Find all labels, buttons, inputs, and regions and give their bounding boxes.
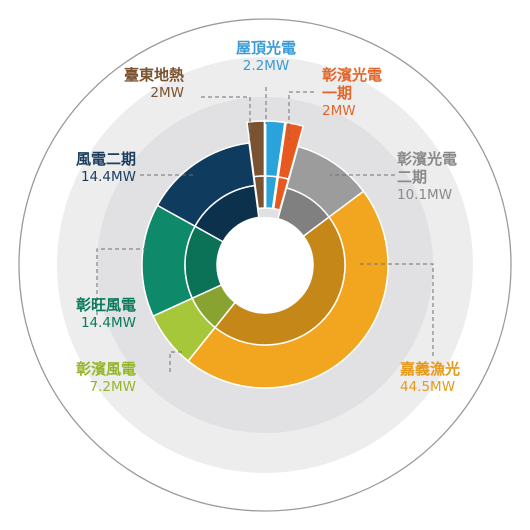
label-taitung-name: 臺東地熱 [123, 66, 184, 84]
slice-7-inner [253, 175, 266, 210]
leader-line-7 [169, 351, 182, 372]
label-zb1-value: 2MW [322, 103, 356, 119]
leader-line-2 [201, 96, 251, 140]
label-zwwind-name: 彰旺風電 [75, 296, 136, 314]
label-zb1-name2: 一期 [322, 84, 353, 102]
leader-lines [96, 87, 434, 372]
label-zbwind-name: 彰濱風電 [75, 360, 136, 378]
label-zhangbin-solar-1: 彰濱光電 一期 2MW [322, 66, 382, 120]
label-zhangbin-wind: 彰濱風電 7.2MW [76, 360, 136, 396]
slices-group [141, 120, 389, 389]
label-zb2-name2: 二期 [397, 168, 428, 186]
leader-line-6 [360, 263, 434, 358]
label-chiayi-fishery-solar: 嘉義漁光 44.5MW [400, 360, 460, 396]
label-taitung-geothermal: 臺東地熱 2MW [124, 66, 184, 102]
label-wind-2: 風電二期 14.4MW [76, 150, 136, 186]
label-zhangwang-wind: 彰旺風電 14.4MW [76, 296, 136, 332]
label-chiayi-name: 嘉義漁光 [400, 360, 461, 378]
label-rooftop: 屋頂光電 2.2MW [226, 39, 306, 75]
label-chiayi-value: 44.5MW [400, 379, 456, 395]
label-zb2-value: 10.1MW [397, 187, 453, 203]
label-zb2-name1: 彰濱光電 [397, 150, 458, 168]
label-wind2-value: 14.4MW [80, 169, 136, 185]
label-zbwind-value: 7.2MW [89, 379, 136, 395]
label-rooftop-name: 屋頂光電 [235, 39, 296, 57]
label-zb1-name1: 彰濱光電 [322, 66, 383, 84]
leader-line-1 [288, 91, 314, 140]
label-taitung-value: 2MW [150, 85, 184, 101]
label-zhangbin-solar-2: 彰濱光電 二期 10.1MW [397, 150, 457, 204]
label-rooftop-value: 2.2MW [242, 58, 290, 74]
leader-line-5 [96, 248, 150, 315]
center-hole [217, 217, 313, 313]
label-zwwind-value: 14.4MW [80, 315, 136, 331]
slice-0-inner [264, 175, 278, 210]
label-wind2-name: 風電二期 [75, 150, 136, 168]
